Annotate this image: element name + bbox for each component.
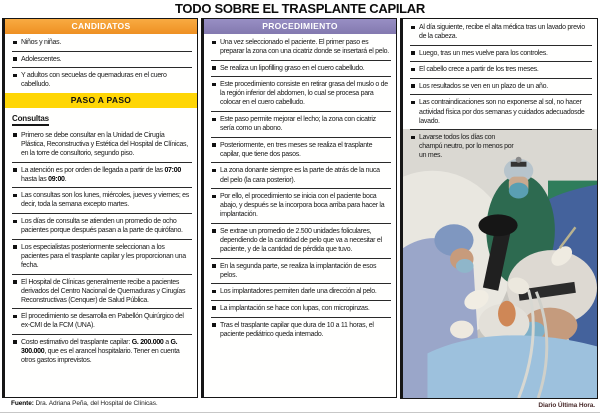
list-item: La zona donante siempre es la parte de a… [211, 163, 391, 190]
list-item-text: Los días de consulta se atienden un prom… [21, 218, 183, 235]
list-item: Primero se debe consultar en la Unidad d… [12, 128, 192, 163]
list-item: Las consultas son los lunes, miércoles, … [12, 188, 192, 215]
list-item: Tras el trasplante capilar que dura de 1… [211, 318, 391, 343]
list-item: Lavarse todos los días con champú neutro… [410, 130, 516, 164]
list-item: Y adultos con secuelas de quemaduras en … [12, 68, 192, 93]
list-item: Se realiza un lipofilling graso en el cu… [211, 61, 391, 78]
list-item: El procedimiento se desarrolla en Pabell… [12, 309, 192, 335]
list-item-text: El Hospital de Clínicas generalmente rec… [21, 278, 186, 304]
list-item-text: En la segunda parte, se realiza la impla… [220, 262, 377, 279]
list-item-text: Luego, tras un mes vuelve para los contr… [419, 49, 548, 57]
list-item: Este paso permite mejorar el lecho; la z… [211, 112, 391, 138]
paso-a-paso-header: PASO A PASO [5, 92, 197, 108]
list-item-text: Las consultas son los lunes, miércoles, … [21, 192, 190, 209]
list-item: Los resultados se ven en un plazo de un … [410, 79, 592, 96]
list-item-text: Por ello, el procedimiento se inicia con… [220, 193, 385, 219]
list-item-text: Se realiza un lipofilling graso en el cu… [220, 64, 365, 72]
list-item: Luego, tras un mes vuelve para los contr… [410, 46, 592, 63]
list-item-text: Se extrae un promedio de 2.500 unidades … [220, 227, 382, 254]
list-item: Este procedimiento consiste en retirar g… [211, 77, 391, 113]
list-item-text: Una vez seleccionado el paciente. El pri… [220, 39, 389, 56]
list-item: Costo estimativo del trasplante capilar:… [12, 335, 192, 369]
list-item: Adolescentes. [12, 52, 192, 69]
list-item-text: Lavarse todos los días con champú neutro… [419, 134, 514, 160]
panel-candidatos-paso-a-paso: CANDIDATOS Niños y niñas. Adolescentes. … [2, 18, 198, 398]
list-item: Una vez seleccionado el paciente. El pri… [211, 35, 391, 61]
list-item: Los especialistas posteriormente selecci… [12, 240, 192, 275]
source-text: Dra. Adriana Peña, del Hospital de Clíni… [33, 400, 158, 407]
list-item-text: Las contraindicaciones son no exponerse … [419, 99, 585, 125]
list-item-text: Costo estimativo del trasplante capilar:… [21, 338, 180, 365]
procedimiento-list: Una vez seleccionado el paciente. El pri… [204, 34, 396, 342]
list-item: Se extrae un promedio de 2.500 unidades … [211, 224, 391, 259]
list-item-text: Niños y niñas. [21, 39, 62, 46]
list-item: El cabello crece a partir de los tres me… [410, 62, 592, 79]
panel-postoperatorio: Al día siguiente, recibe el alta médica … [400, 18, 598, 399]
list-item-text: Los especialistas posteriormente selecci… [21, 243, 186, 269]
list-item-text: Y adultos con secuelas de quemaduras en … [21, 72, 167, 89]
list-item-text: Adolescentes. [21, 55, 62, 63]
list-item-text: La atención es por orden de llegada a pa… [21, 166, 181, 183]
bottom-divider [0, 412, 600, 413]
list-item-text: Primero se debe consultar en la Unidad d… [21, 131, 188, 158]
paso-a-paso-list: Primero se debe consultar en la Unidad d… [5, 127, 197, 369]
list-item-text: Este paso permite mejorar el lecho; la z… [220, 116, 376, 133]
list-item-text: Posteriormente, en tres meses se realiza… [220, 141, 373, 158]
procedimiento-header: PROCEDIMIENTO [204, 19, 396, 34]
list-item-text: Tras el trasplante capilar que dura de 1… [220, 321, 374, 338]
list-item-text: Los implantadores permiten darle una dir… [220, 288, 377, 296]
candidatos-header: CANDIDATOS [5, 19, 197, 34]
page-title: TODO SOBRE EL TRASPLANTE CAPILAR [175, 1, 425, 16]
list-item-text: Este procedimiento consiste en retirar g… [220, 81, 388, 107]
list-item-text: El cabello crece a partir de los tres me… [419, 66, 539, 74]
list-item-text: Al día siguiente, recibe el alta médica … [419, 24, 585, 41]
list-item: Al día siguiente, recibe el alta médica … [410, 20, 592, 46]
photo-illustration [403, 129, 597, 398]
candidatos-list: Niños y niñas. Adolescentes. Y adultos c… [5, 34, 197, 93]
list-item: La atención es por orden de llegada a pa… [12, 163, 192, 189]
list-item: Niños y niñas. [12, 35, 192, 52]
list-item: Por ello, el procedimiento se inicia con… [211, 189, 391, 224]
list-item-text: Los resultados se ven en un plazo de un … [419, 82, 548, 90]
operating-room-photo [403, 129, 597, 398]
photo-credit: Diario Última Hora. [538, 402, 595, 409]
postoperatorio-list: Al día siguiente, recibe el alta médica … [403, 19, 597, 164]
list-item: Posteriormente, en tres meses se realiza… [211, 138, 391, 164]
list-item: El Hospital de Clínicas generalmente rec… [12, 275, 192, 310]
source-attribution: Fuente: Dra. Adriana Peña, del Hospital … [11, 400, 158, 407]
list-item: Los implantadores permiten darle una dir… [211, 284, 391, 301]
panel-procedimiento: PROCEDIMIENTO Una vez seleccionado el pa… [201, 18, 397, 398]
list-item-text: La implantación se hace con lupas, con m… [220, 304, 370, 312]
list-item: La implantación se hace con lupas, con m… [211, 301, 391, 318]
source-label: Fuente: [11, 400, 34, 407]
list-item: Los días de consulta se atienden un prom… [12, 214, 192, 240]
consultas-subheader: Consultas [12, 114, 49, 126]
list-item-text: El procedimiento se desarrolla en Pabell… [21, 313, 184, 330]
list-item-text: La zona donante siempre es la parte de a… [220, 167, 380, 184]
list-item: Las contraindicaciones son no exponerse … [410, 95, 592, 131]
list-item: En la segunda parte, se realiza la impla… [211, 259, 391, 285]
